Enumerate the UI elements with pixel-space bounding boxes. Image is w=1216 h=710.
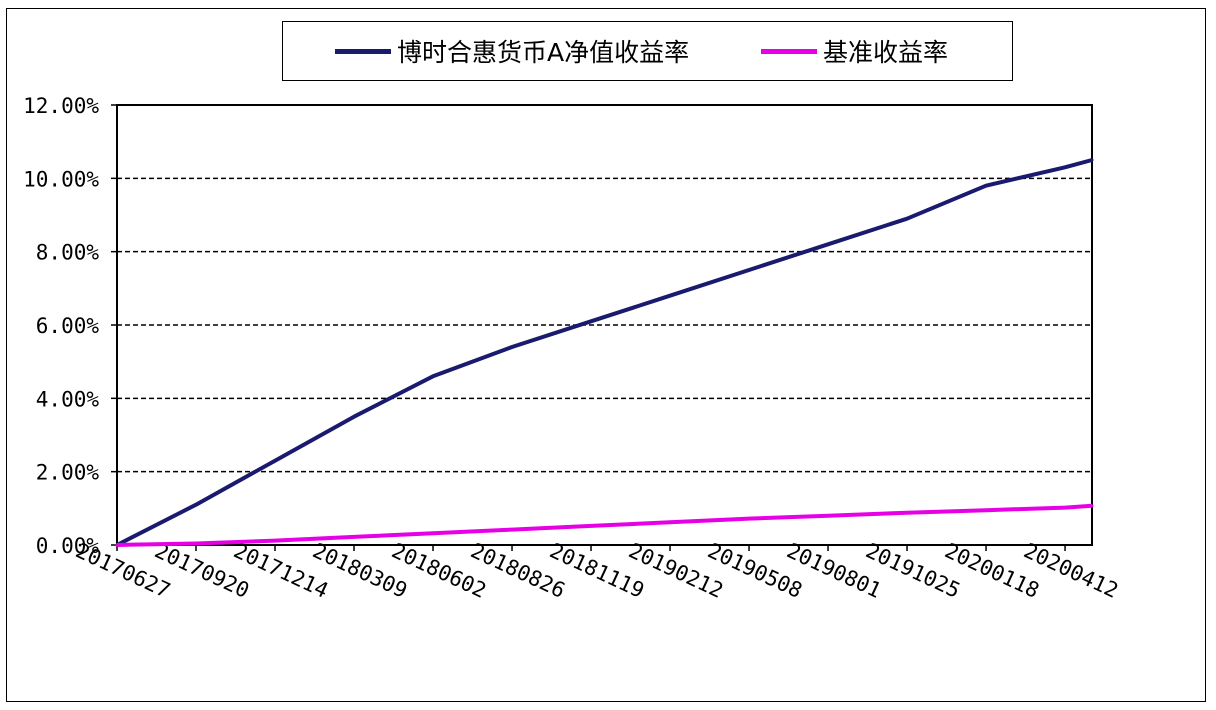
legend-swatch-series-2 bbox=[761, 48, 817, 54]
y-tick-label: 6.00% bbox=[36, 314, 100, 338]
data-point bbox=[352, 415, 356, 419]
data-point bbox=[352, 535, 356, 539]
y-tick-label: 4.00% bbox=[36, 387, 100, 411]
data-point bbox=[431, 374, 435, 378]
data-point bbox=[826, 242, 830, 246]
data-point bbox=[194, 542, 198, 545]
legend-item-series-2: 基准收益率 bbox=[761, 22, 948, 80]
y-tick-label: 12.00% bbox=[23, 94, 99, 118]
data-point bbox=[747, 517, 751, 521]
legend: 博时合惠货币A净值收益率 基准收益率 bbox=[282, 21, 1013, 81]
data-point bbox=[905, 217, 909, 221]
legend-label-series-1: 博时合惠货币A净值收益率 bbox=[397, 38, 690, 67]
data-point bbox=[589, 524, 593, 528]
data-point bbox=[589, 319, 593, 323]
data-point bbox=[1063, 506, 1067, 510]
data-point bbox=[431, 531, 435, 535]
data-point bbox=[273, 539, 277, 543]
data-point bbox=[115, 543, 119, 547]
data-point bbox=[273, 459, 277, 463]
y-tick-label: 8.00% bbox=[36, 241, 100, 265]
plot-border bbox=[116, 104, 1093, 546]
data-point bbox=[668, 520, 672, 524]
data-point bbox=[1090, 158, 1094, 162]
y-tick-label: 2.00% bbox=[36, 461, 100, 485]
legend-label-series-2: 基准收益率 bbox=[823, 38, 949, 67]
data-point bbox=[984, 508, 988, 512]
data-point bbox=[510, 528, 514, 532]
data-point bbox=[668, 294, 672, 298]
data-point bbox=[194, 503, 198, 507]
series-line-2 bbox=[116, 503, 1093, 547]
y-tick-label: 0.00% bbox=[36, 534, 100, 558]
series-line-1 bbox=[116, 158, 1093, 547]
data-point bbox=[1090, 504, 1094, 508]
y-tick-label: 10.00% bbox=[23, 167, 99, 191]
data-point bbox=[1063, 165, 1067, 169]
data-point bbox=[510, 345, 514, 349]
data-point bbox=[984, 184, 988, 188]
legend-item-series-1: 博时合惠货币A净值收益率 bbox=[335, 22, 689, 80]
data-point bbox=[747, 268, 751, 272]
data-point bbox=[905, 511, 909, 515]
data-point bbox=[826, 514, 830, 518]
legend-swatch-series-1 bbox=[335, 48, 391, 54]
